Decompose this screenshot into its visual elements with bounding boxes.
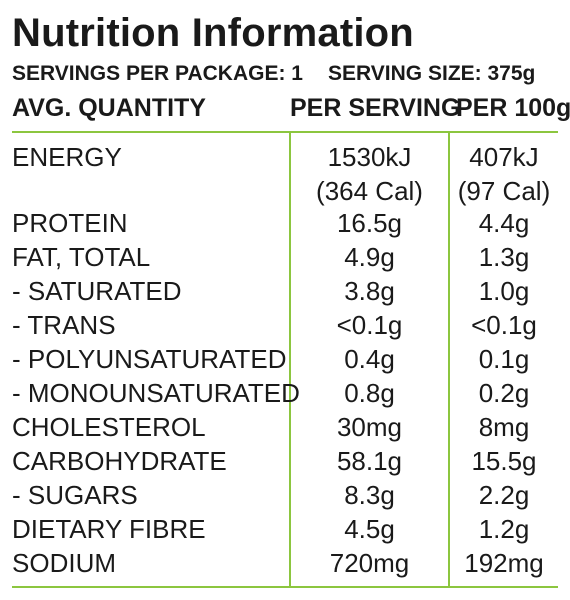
per-100g-value: 1.0g <box>478 276 530 306</box>
per-serving-value: 4.9g <box>344 242 395 272</box>
nutrient-name: CARBOHYDRATE <box>12 446 227 476</box>
column-divider-serving <box>289 131 291 588</box>
nutrient-name: PROTEIN <box>12 208 128 238</box>
per-serving-value: 720mg <box>329 548 410 578</box>
per-100g-value: 1.2g <box>478 514 530 544</box>
per-100g-cal: (97 Cal) <box>457 176 551 206</box>
per-serving-value: 3.8g <box>344 276 395 306</box>
nutrient-name: - SATURATED <box>12 276 182 306</box>
per-serving-value: 8.3g <box>344 480 395 510</box>
panel-title: Nutrition Information <box>12 11 414 55</box>
nutrient-name: ENERGY <box>12 142 122 172</box>
nutrient-name: - MONOUNSATURATED <box>12 378 300 408</box>
per-100g-value: 0.1g <box>478 344 530 374</box>
column-divider-100g <box>448 131 450 588</box>
per-100g-value: 4.4g <box>478 208 530 238</box>
per-serving-value: 30mg <box>336 412 403 442</box>
per-serving-value: 16.5g <box>336 208 403 238</box>
per-serving-value: 0.8g <box>344 378 395 408</box>
per-serving-value: 0.4g <box>344 344 395 374</box>
nutrient-name: SODIUM <box>12 548 116 578</box>
nutrient-name: - POLYUNSATURATED <box>12 344 287 374</box>
per-100g-value: <0.1g <box>471 310 537 340</box>
column-header-per-100g: PER 100g <box>456 94 570 122</box>
per-100g-value: 0.2g <box>478 378 530 408</box>
table-bottom-rule <box>12 586 558 588</box>
nutrient-name: - SUGARS <box>12 480 138 510</box>
nutrient-name: DIETARY FIBRE <box>12 514 206 544</box>
nutrient-name: CHOLESTEROL <box>12 412 206 442</box>
serving-size: SERVING SIZE: 375g <box>328 62 536 85</box>
nutrient-name: FAT, TOTAL <box>12 242 151 272</box>
per-serving-value: <0.1g <box>336 310 403 340</box>
column-header-per-serving: PER SERVING <box>290 94 461 122</box>
per-serving-cal: (364 Cal) <box>316 176 423 206</box>
servings-per-package: SERVINGS PER PACKAGE: 1 <box>12 62 303 85</box>
per-100g-value: 407kJ <box>469 142 539 172</box>
nutrient-name: - TRANS <box>12 310 116 340</box>
per-100g-value: 8mg <box>478 412 530 442</box>
per-100g-value: 2.2g <box>478 480 530 510</box>
per-100g-value: 15.5g <box>471 446 537 476</box>
per-100g-value: 192mg <box>464 548 544 578</box>
per-serving-value: 4.5g <box>344 514 395 544</box>
table-top-rule <box>12 131 558 133</box>
per-serving-value: 58.1g <box>336 446 403 476</box>
per-100g-value: 1.3g <box>478 242 530 272</box>
per-serving-value: 1530kJ <box>327 142 412 172</box>
column-header-quantity: AVG. QUANTITY <box>12 94 206 122</box>
